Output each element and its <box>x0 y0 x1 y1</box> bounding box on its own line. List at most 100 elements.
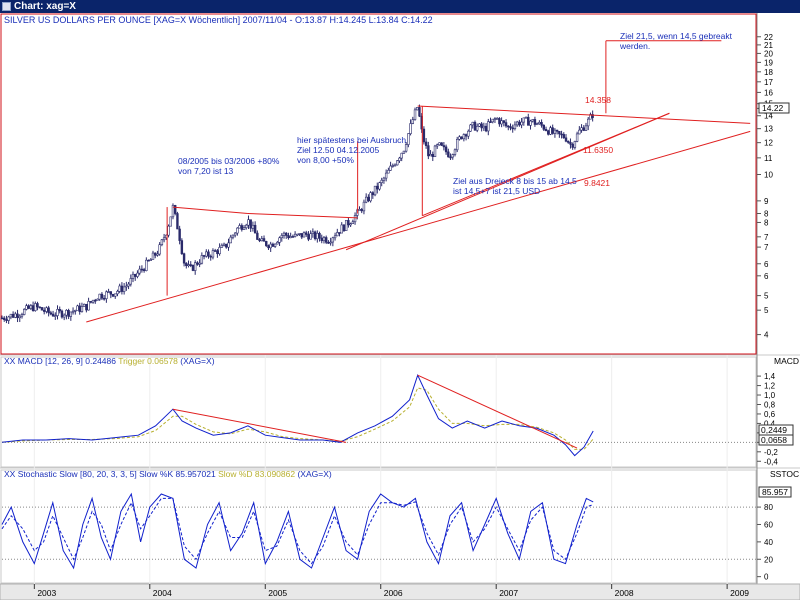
price-candle-body <box>25 305 28 310</box>
stochastic-panel[interactable] <box>0 469 757 584</box>
price-candle-body <box>529 120 532 126</box>
annotation-target-21-5: Ziel 21,5, wenn 14,5 gebreakt werden. <box>619 31 734 51</box>
y-tick-label: 5 <box>764 292 769 301</box>
y-tick-label: 20 <box>764 49 773 58</box>
price-candle-body <box>171 205 175 218</box>
price-candle-body <box>491 118 494 123</box>
y-tick-label: 0,8 <box>764 400 776 409</box>
price-candle-body <box>238 225 241 229</box>
price-candle-body <box>291 236 295 238</box>
y-tick-label: 8 <box>764 218 769 227</box>
price-candle-body <box>358 209 361 211</box>
price-candle-body <box>34 303 37 311</box>
price-candle-body <box>191 264 195 271</box>
price-candle-body <box>544 129 548 132</box>
price-candle-body <box>62 314 66 318</box>
price-candle-body <box>571 143 574 148</box>
price-candle-body <box>447 151 450 158</box>
price-candle-body <box>3 317 6 320</box>
price-candle-body <box>582 127 585 131</box>
y-tick-label: 10 <box>764 171 773 180</box>
price-candle-body <box>305 232 308 235</box>
price-candle-body <box>456 138 459 151</box>
x-tick-label: 2009 <box>730 588 749 598</box>
price-candle-body <box>307 234 310 240</box>
price-candle-body <box>478 123 481 127</box>
stochastic-title: XX Stochastic Slow [80, 20, 3, 3, 5] Slo… <box>4 469 332 479</box>
price-candle-body <box>487 121 490 132</box>
price-candle-body <box>367 196 370 202</box>
price-candle-body <box>351 221 355 225</box>
price-candle-body <box>60 310 64 318</box>
price-candle-body <box>136 272 139 277</box>
price-candle-body <box>134 273 137 277</box>
price-candle-body <box>14 313 17 318</box>
price-candle-body <box>258 239 261 242</box>
price-candle-body <box>5 319 8 321</box>
price-candle-body <box>262 238 266 242</box>
price-candle-body <box>376 185 379 190</box>
price-candle-body <box>429 154 432 157</box>
price-candle-body <box>249 219 252 229</box>
price-candle-body <box>140 268 144 271</box>
price-candle-body <box>149 259 152 261</box>
price-candle-body <box>7 316 10 321</box>
price-candle-body <box>533 119 537 125</box>
price-candle-body <box>409 123 412 134</box>
price-candle-body <box>131 273 135 279</box>
price-candle-body <box>118 285 121 292</box>
y-tick-label: 16 <box>764 88 773 97</box>
price-candle-body <box>156 253 159 256</box>
price-candle-body <box>269 243 272 249</box>
price-candle-body <box>125 285 128 288</box>
y-tick-label: 0 <box>764 573 769 582</box>
price-candle-body <box>347 220 350 226</box>
price-candle-body <box>51 313 55 317</box>
y-tick-label: 80 <box>764 503 773 512</box>
price-candle-body <box>422 128 426 143</box>
x-tick-label: 2006 <box>384 588 403 598</box>
macd-trigger-label: Trigger 0.06578 <box>118 356 178 366</box>
macd-trigger-box <box>758 434 794 446</box>
price-candle-body <box>91 299 95 303</box>
price-candle-body <box>515 121 519 126</box>
macd-line <box>1 373 594 457</box>
price-candle-body <box>584 125 588 131</box>
annotation-line: Ziel 12.50 04.12.2005 <box>297 145 380 155</box>
stochastic-value-label: 85.957 <box>762 487 788 497</box>
price-candle-body <box>218 247 221 255</box>
price-candle-body <box>462 134 466 140</box>
price-candle-body <box>109 291 113 295</box>
x-tick-label: 2007 <box>499 588 518 598</box>
price-candle-body <box>573 141 577 148</box>
price-candle-body <box>9 313 13 318</box>
y-tick-label: 40 <box>764 538 773 547</box>
price-candle-body <box>558 131 561 135</box>
price-candle-body <box>127 283 130 287</box>
price-candle-body <box>23 309 26 315</box>
y-tick-label: 18 <box>764 68 773 77</box>
price-candle-body <box>522 117 526 123</box>
price-candle-body <box>236 227 239 234</box>
price-candle-body <box>293 233 297 237</box>
annotation-triangle-target: Ziel aus Dreieck 8 bis 15 ab 14,5 ist 14… <box>453 176 579 196</box>
price-candle-body <box>300 233 303 238</box>
y-tick-label: 11 <box>764 154 773 163</box>
price-candle-body <box>509 126 512 129</box>
window-titlebar[interactable]: Chart: xag=X <box>0 0 800 13</box>
last-price-box <box>758 102 790 114</box>
price-candle-body <box>198 262 201 265</box>
price-candle-body <box>69 311 73 317</box>
price-candle-body <box>547 130 550 135</box>
price-candle-body <box>342 224 346 231</box>
price-candle-body <box>245 224 248 229</box>
window-title: Chart: xag=X <box>14 1 76 12</box>
price-candle-body <box>111 293 115 297</box>
price-candle-body <box>302 232 306 238</box>
price-panel[interactable] <box>0 13 757 355</box>
price-candle-body <box>233 232 237 236</box>
price-candle-body <box>373 185 377 196</box>
price-candle-body <box>80 306 84 312</box>
macd-panel[interactable] <box>0 356 757 468</box>
y-tick-label: 1,4 <box>764 372 776 381</box>
